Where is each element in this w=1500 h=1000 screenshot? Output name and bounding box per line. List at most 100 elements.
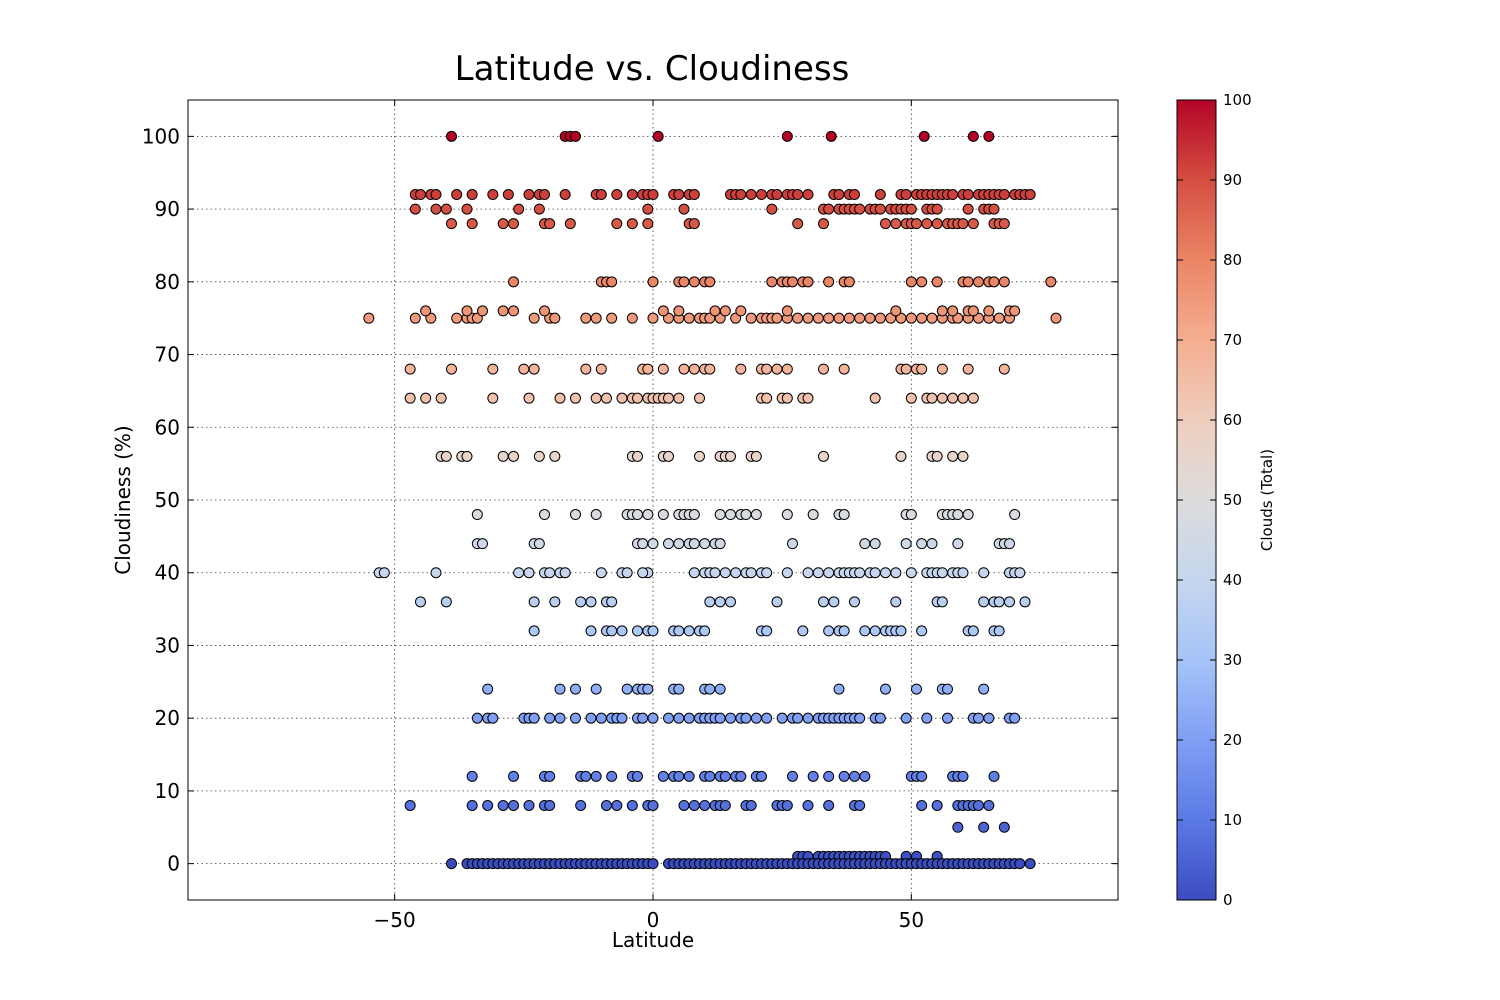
data-point [699,625,711,637]
data-point [709,567,721,579]
data-point [616,712,628,724]
data-point [843,312,855,324]
data-point [657,305,669,317]
data-point [477,305,488,317]
data-point [528,312,540,324]
data-point [802,712,814,724]
data-point [926,538,938,550]
data-point [890,596,902,608]
data-point [792,312,804,324]
colorbar-tick-label: 100 [1223,91,1252,109]
data-point [637,538,649,550]
y-tick-label: 20 [155,706,180,730]
data-point [905,203,917,215]
data-point [714,712,726,724]
data-point [781,799,793,811]
data-point [719,567,731,579]
data-point [523,799,535,811]
data-point [508,450,519,462]
data-point [911,683,922,695]
colorbar-tick-label: 60 [1223,411,1242,429]
data-point [611,189,623,201]
colorbar-tick-label: 90 [1223,171,1242,189]
y-tick-label: 40 [155,561,180,585]
data-point [802,799,814,811]
data-point [637,567,649,579]
data-point [632,509,643,521]
data-point [601,392,612,404]
data-point [957,392,969,404]
data-point [880,683,891,695]
data-point [973,799,984,811]
data-point [874,189,886,201]
data-point [585,712,597,724]
data-point [590,770,602,782]
data-point [533,450,545,462]
data-point [683,312,695,324]
data-point [812,312,824,324]
data-point [761,392,773,404]
data-point [771,596,783,608]
data-point [508,770,519,782]
data-point [750,712,762,724]
data-point [513,567,525,579]
colorbar-tick-label: 10 [1223,811,1242,829]
data-point [694,392,705,404]
data-point [590,683,602,695]
data-point [967,130,979,142]
data-point [900,363,912,375]
data-point [564,218,576,230]
data-point [823,625,835,637]
y-axis-label: Cloudiness (%) [111,425,135,574]
data-point [575,596,587,608]
data-point [880,567,891,579]
data-point [523,189,535,201]
data-point [890,218,902,230]
data-point [916,276,928,288]
data-point [864,312,876,324]
y-tick-label: 90 [155,197,180,221]
data-point [947,450,959,462]
data-point [544,218,556,230]
data-point [745,189,757,201]
data-point [409,312,421,324]
data-point [709,305,721,317]
data-point [626,189,638,201]
data-point [802,276,814,288]
data-point [823,312,835,324]
data-point [745,799,757,811]
data-point [936,363,948,375]
data-point [404,363,416,375]
data-point [874,712,886,724]
data-point [626,218,638,230]
data-point [890,567,902,579]
data-point [606,312,618,324]
data-point [823,203,835,215]
data-point [663,392,674,404]
data-point [440,203,452,215]
data-point [466,799,478,811]
data-point [1024,189,1036,201]
data-point [1009,712,1021,724]
data-point [528,596,540,608]
data-point [838,625,850,637]
data-point [916,625,928,637]
data-point [859,625,871,637]
data-point [533,203,545,215]
grid [188,100,1118,900]
data-point [874,312,886,324]
data-point [812,567,824,579]
data-point [895,450,907,462]
data-point [854,712,866,724]
data-point [869,392,881,404]
data-point [952,509,964,521]
data-point [1009,509,1021,521]
data-point [854,799,866,811]
data-point [466,218,478,230]
data-point [549,312,561,324]
data-point [988,203,1000,215]
y-tick-label: 10 [155,779,180,803]
data-point [544,567,556,579]
data-point [487,363,499,375]
